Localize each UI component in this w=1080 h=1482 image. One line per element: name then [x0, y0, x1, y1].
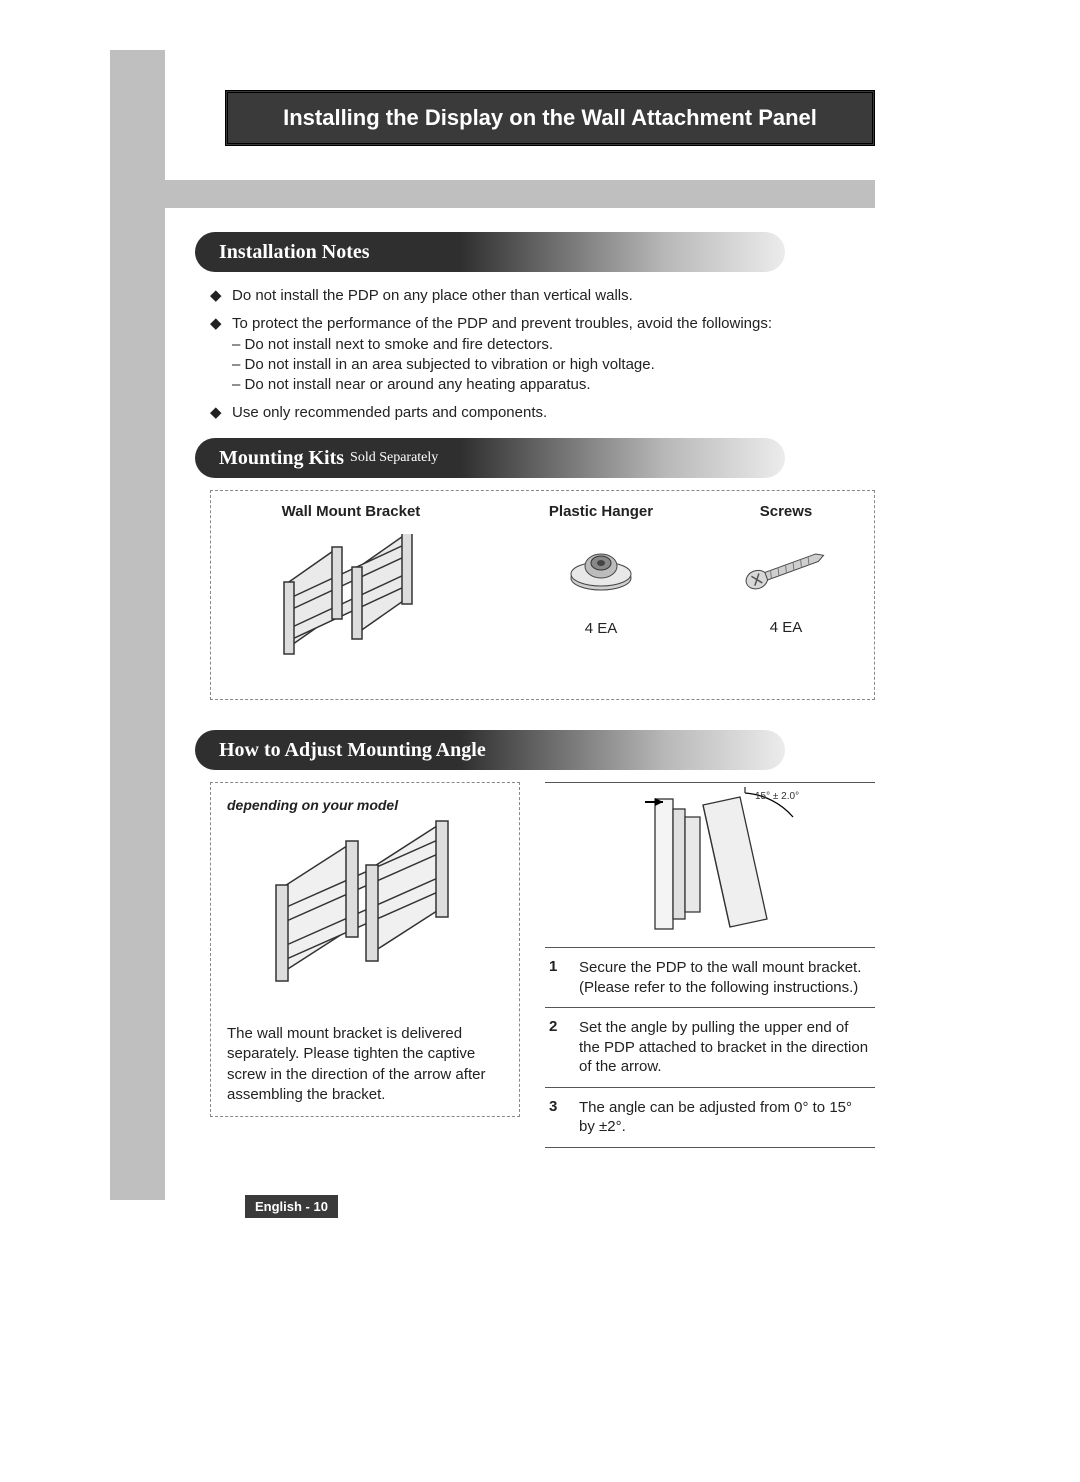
step-text: Set the angle by pulling the upper end o…: [579, 1018, 871, 1077]
bullet-item: ◆ Use only recommended parts and compone…: [210, 403, 890, 423]
step-row: 1 Secure the PDP to the wall mount brack…: [545, 947, 875, 1007]
steps-list: 1 Secure the PDP to the wall mount brack…: [545, 947, 875, 1148]
heading-text: Installation Notes: [219, 241, 370, 264]
bullet-text: Use only recommended parts and component…: [232, 403, 547, 423]
step-number: 2: [549, 1018, 579, 1077]
kit-col-screws: Screws 4 EA: [711, 503, 861, 636]
step-text: The angle can be adjusted from 0° to 15°…: [579, 1098, 871, 1137]
page: Installing the Display on the Wall Attac…: [0, 0, 1080, 1482]
sub-bullet: – Do not install next to smoke and fire …: [232, 335, 772, 355]
section-heading-installation-notes: Installation Notes: [195, 232, 785, 272]
installation-notes-content: ◆ Do not install the PDP on any place ot…: [210, 286, 890, 432]
bullet-item: ◆ Do not install the PDP on any place ot…: [210, 286, 890, 306]
bullet-text: To protect the performance of the PDP an…: [232, 314, 772, 334]
step-row: 2 Set the angle by pulling the upper end…: [545, 1007, 875, 1087]
bullet-item: ◆ To protect the performance of the PDP …: [210, 314, 890, 395]
model-note: depending on your model: [227, 797, 503, 813]
bracket-assembly-icon: [250, 819, 480, 1014]
adjust-angle-left-box: depending on your model The wall mount b…: [210, 782, 520, 1117]
heading-text: Mounting Kits: [219, 447, 344, 470]
left-box-text: The wall mount bracket is delivered sepa…: [227, 1024, 503, 1105]
angle-diagram: 15° ± 2.0°: [545, 782, 875, 947]
kit-label: Wall Mount Bracket: [231, 503, 471, 520]
kit-qty: 4 EA: [511, 620, 691, 637]
plastic-hanger-icon: [566, 538, 636, 598]
section-heading-mounting-kits: Mounting Kits Sold Separately: [195, 438, 785, 478]
step-number: 1: [549, 958, 579, 997]
sidebar-vertical: [110, 50, 165, 1200]
step-row: 3 The angle can be adjusted from 0° to 1…: [545, 1087, 875, 1148]
mounting-kits-box: Wall Mount Bracket Plastic Hanger: [210, 490, 875, 700]
heading-subtext: Sold Separately: [350, 450, 438, 466]
angle-label-text: 15° ± 2.0°: [755, 791, 799, 802]
kit-col-bracket: Wall Mount Bracket: [231, 503, 471, 684]
screw-icon: [741, 542, 831, 597]
step-number: 3: [549, 1098, 579, 1137]
wall-bracket-icon: [266, 534, 436, 684]
kit-label: Plastic Hanger: [511, 503, 691, 520]
section-heading-adjust-angle: How to Adjust Mounting Angle: [195, 730, 785, 770]
kit-label: Screws: [711, 503, 861, 520]
sub-bullet: – Do not install near or around any heat…: [232, 375, 772, 395]
heading-text: How to Adjust Mounting Angle: [219, 739, 486, 762]
step-text: Secure the PDP to the wall mount bracket…: [579, 958, 871, 997]
tilt-diagram-icon: 15° ± 2.0°: [545, 787, 865, 942]
sidebar-horizontal: [110, 180, 875, 208]
adjust-angle-right: 15° ± 2.0° 1 Secure the PDP to the wall …: [545, 782, 875, 1148]
bullet-text: Do not install the PDP on any place othe…: [232, 286, 633, 306]
page-footer: English - 10: [245, 1195, 338, 1218]
sub-bullet: – Do not install in an area subjected to…: [232, 355, 772, 375]
kit-qty: 4 EA: [711, 619, 861, 636]
page-title: Installing the Display on the Wall Attac…: [225, 90, 875, 146]
kit-col-hanger: Plastic Hanger 4 EA: [511, 503, 691, 637]
